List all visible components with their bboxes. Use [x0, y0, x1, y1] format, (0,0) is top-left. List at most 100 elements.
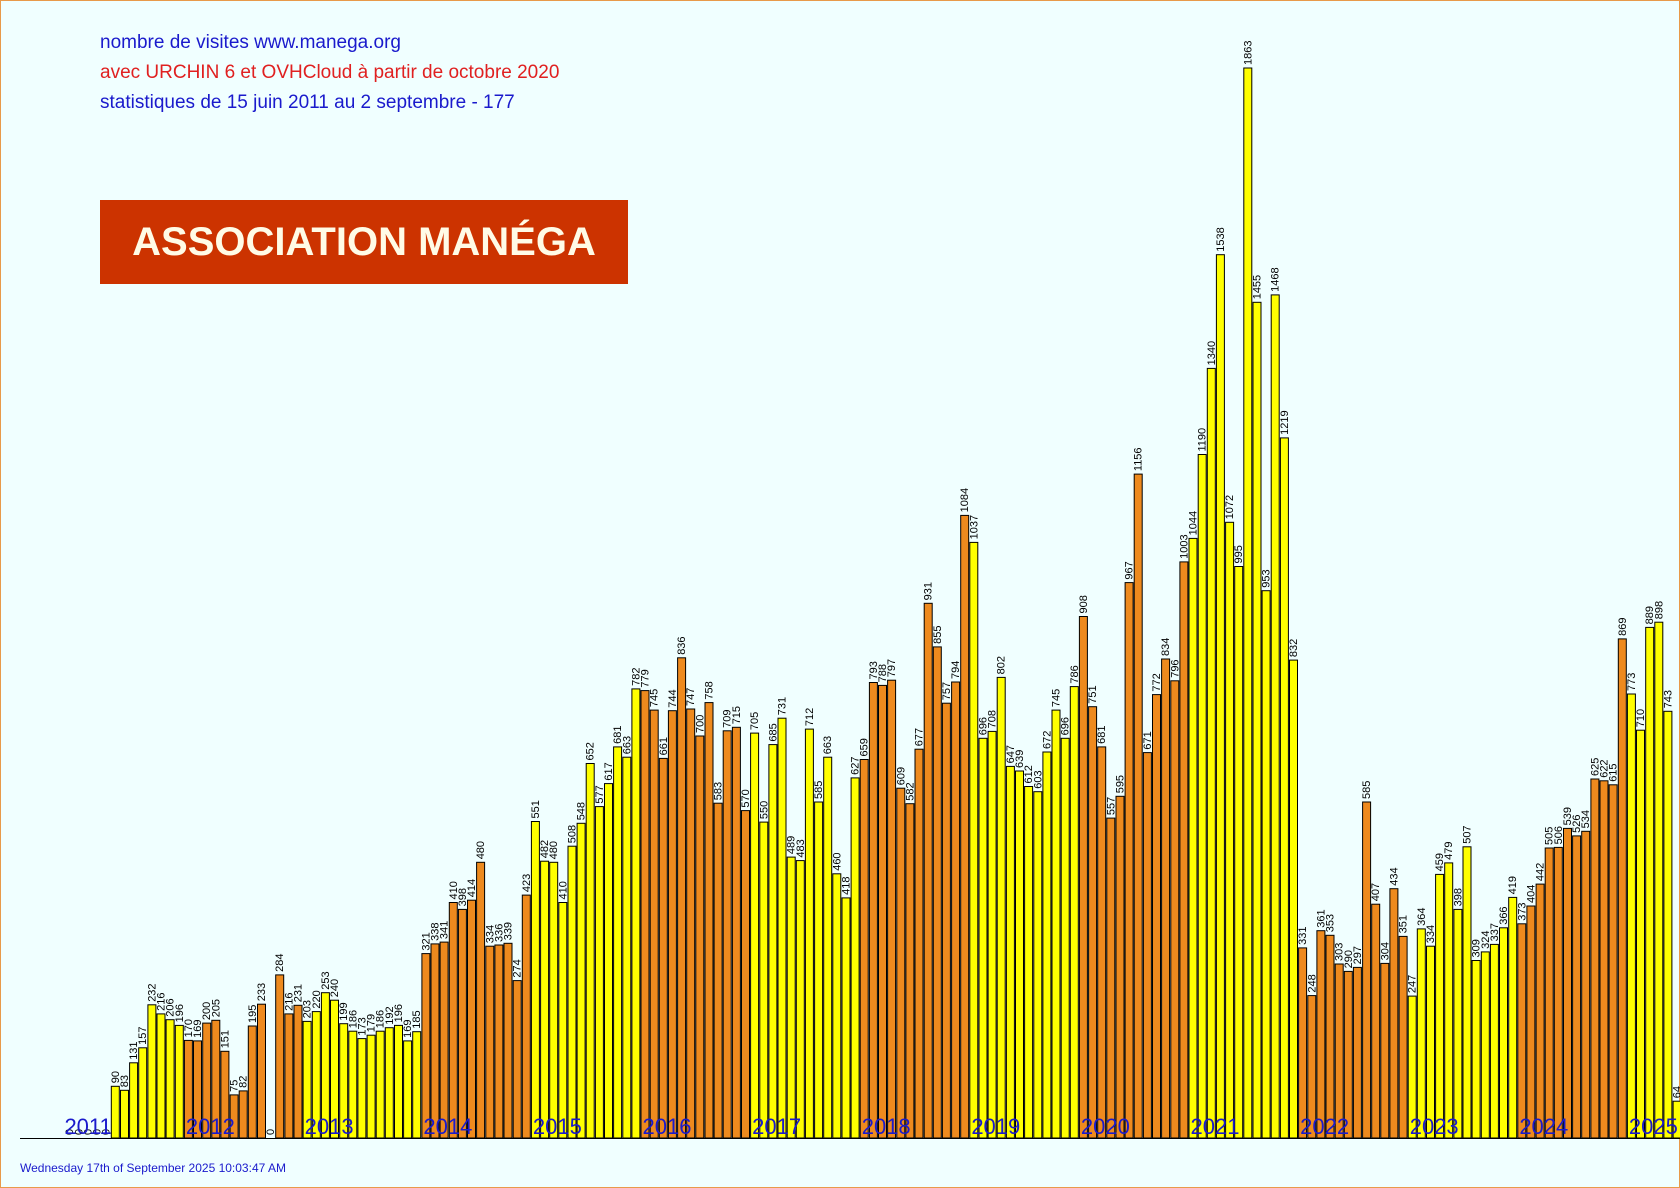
bar — [1480, 951, 1490, 1139]
bar-value-label: 337 — [1489, 923, 1501, 941]
bar-value-label: 284 — [274, 954, 286, 972]
bar-value-label: 788 — [877, 664, 889, 682]
bar-value-label: 482 — [539, 840, 551, 858]
bar — [403, 1040, 413, 1139]
bar-value-label: 712 — [804, 708, 816, 726]
bar-value-label: 995 — [1233, 545, 1245, 563]
bar-value-label: 173 — [356, 1017, 368, 1035]
bar-value-label: 231 — [293, 984, 305, 1002]
bar-value-label: 1863 — [1242, 41, 1254, 65]
bar-value-label: 373 — [1516, 902, 1528, 920]
bar-value-label: 505 — [1544, 827, 1556, 845]
bar — [1289, 659, 1298, 1139]
bar-value-label: 731 — [777, 697, 789, 715]
bar-value-label: 967 — [1124, 561, 1136, 579]
bar-value-label: 83 — [119, 1075, 131, 1087]
bar — [585, 763, 595, 1139]
bar-value-label: 338 — [430, 923, 442, 941]
bar-value-label: 1455 — [1252, 275, 1264, 299]
bar-value-label: 585 — [1361, 781, 1373, 799]
bar-value-label: 836 — [676, 636, 688, 654]
bar-value-label: 151 — [219, 1030, 231, 1048]
bar — [1225, 521, 1235, 1139]
bar — [1489, 943, 1499, 1139]
year-label: 2020 — [1081, 1114, 1130, 1139]
bar — [677, 657, 687, 1139]
bar — [530, 821, 540, 1139]
bar — [494, 944, 504, 1139]
year-label: 2017 — [752, 1114, 801, 1139]
bar-value-label: 794 — [950, 661, 962, 679]
bar — [1508, 896, 1518, 1139]
bar-value-label: 90 — [110, 1071, 122, 1083]
bar-value-label: 186 — [375, 1010, 387, 1028]
bar-value-label: 745 — [1051, 689, 1063, 707]
bar-value-label: 304 — [1379, 942, 1391, 960]
year-label: 2012 — [186, 1114, 235, 1139]
bar — [540, 860, 550, 1139]
bar — [1051, 709, 1061, 1139]
bar — [1179, 561, 1189, 1139]
bar-value-label: 0 — [64, 1129, 76, 1135]
bar-value-label: 595 — [1115, 775, 1127, 793]
bar — [1215, 254, 1225, 1139]
bar — [247, 1025, 257, 1139]
bar-value-label: 459 — [1434, 853, 1446, 871]
bar-value-label: 772 — [1151, 673, 1163, 691]
bar — [1526, 905, 1536, 1139]
bar — [969, 541, 979, 1139]
bar-value-label: 685 — [767, 723, 779, 741]
bar — [1170, 680, 1180, 1139]
bar-value-label: 681 — [1096, 726, 1108, 744]
bar-value-label: 622 — [1599, 759, 1611, 777]
bar — [777, 717, 787, 1139]
bar-value-label: 398 — [457, 888, 469, 906]
bar-value-label: 708 — [987, 710, 999, 728]
bar — [357, 1038, 367, 1139]
bar — [1462, 846, 1472, 1139]
bar-value-label: 1037 — [968, 515, 980, 539]
bar-value-label: 309 — [1471, 939, 1483, 957]
bar-value-label: 423 — [521, 874, 533, 892]
bar — [1343, 970, 1353, 1139]
bar-value-label: 834 — [1160, 638, 1172, 656]
bar — [147, 1004, 157, 1139]
bar-value-label: 200 — [201, 1002, 213, 1020]
bar-value-label: 179 — [366, 1014, 378, 1032]
bar — [960, 514, 970, 1139]
bar-value-label: 700 — [694, 715, 706, 733]
bar-value-label: 705 — [749, 712, 761, 730]
bar — [759, 821, 769, 1139]
year-label: 2019 — [971, 1114, 1020, 1139]
bar — [731, 726, 741, 1139]
year-label: 2015 — [533, 1114, 582, 1139]
bar — [467, 899, 476, 1139]
year-label: 2021 — [1191, 1114, 1240, 1139]
bar-value-label: 548 — [576, 802, 588, 820]
bar-value-label: 779 — [640, 669, 652, 687]
bar — [1088, 706, 1098, 1139]
bar — [1380, 962, 1390, 1139]
bar-value-label: 414 — [466, 879, 478, 897]
bar-value-label: 220 — [311, 990, 323, 1008]
bar-value-label: 663 — [621, 736, 633, 754]
bar-value-label: 321 — [420, 932, 432, 950]
bar — [850, 777, 860, 1139]
bar-value-label: 639 — [1014, 750, 1026, 768]
bar — [914, 748, 924, 1139]
bar-value-label: 612 — [1023, 765, 1035, 783]
bar-value-label: 233 — [256, 983, 268, 1001]
bar — [1590, 778, 1600, 1139]
bar-value-label: 442 — [1535, 863, 1547, 881]
bar-value-label: 0 — [73, 1129, 85, 1135]
bar-value-label: 583 — [713, 782, 725, 800]
bar — [841, 897, 851, 1139]
bar-value-label: 1468 — [1270, 267, 1282, 291]
bar-value-label: 361 — [1315, 909, 1327, 927]
bar-value-label: 232 — [146, 983, 158, 1001]
bar — [1471, 960, 1481, 1139]
bar-value-label: 855 — [932, 626, 944, 644]
bar-value-label: 192 — [384, 1006, 396, 1024]
bar-value-label: 793 — [868, 661, 880, 679]
bar-value-label: 931 — [923, 582, 935, 600]
